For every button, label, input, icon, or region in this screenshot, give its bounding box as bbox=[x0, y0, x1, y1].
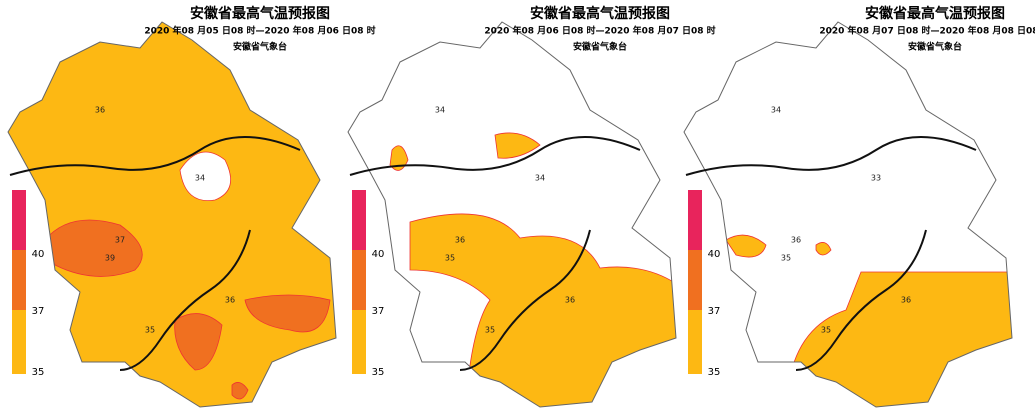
station-value: 35 bbox=[821, 326, 831, 335]
station-value: 37 bbox=[115, 236, 125, 245]
legend-yellow bbox=[688, 310, 702, 374]
station-value: 34 bbox=[535, 174, 545, 183]
station-value: 36 bbox=[901, 296, 911, 305]
temperature-zone bbox=[785, 271, 1012, 407]
river bbox=[685, 136, 977, 371]
map-panel: 安徽省最高气温预报图 2020 年08 月07 日08 时—2020 年08 月0… bbox=[683, 5, 1035, 408]
province-outline bbox=[683, 21, 1013, 408]
station-value: 33 bbox=[871, 174, 881, 183]
temperature-fill bbox=[725, 234, 1012, 407]
station-value: 34 bbox=[771, 106, 781, 115]
temperature-zone bbox=[8, 22, 336, 407]
temperature-fill bbox=[8, 22, 336, 407]
map-source: 安徽省气象台 bbox=[233, 41, 287, 53]
map-subtitle: 2020 年08 月05 日08 时—2020 年08 月06 日08 时 bbox=[144, 25, 375, 37]
map-panel: 安徽省最高气温预报图 2020 年08 月05 日08 时—2020 年08 月0… bbox=[7, 5, 376, 408]
legend-label: 37 bbox=[372, 306, 385, 317]
temperature-zone bbox=[179, 151, 232, 202]
legend-label: 35 bbox=[708, 367, 721, 378]
province-outline bbox=[7, 21, 337, 408]
map-subtitle: 2020 年08 月06 日08 时—2020 年08 月07 日08 时 bbox=[484, 25, 715, 37]
river bbox=[9, 136, 301, 371]
temperature-zone bbox=[244, 294, 331, 333]
map-source: 安徽省气象台 bbox=[908, 41, 962, 53]
temperature-zone bbox=[494, 132, 541, 159]
legend-red bbox=[688, 190, 702, 250]
legend-yellow bbox=[12, 310, 26, 374]
station-value: 36 bbox=[225, 296, 235, 305]
legend-label: 35 bbox=[32, 367, 45, 378]
station-value: 34 bbox=[435, 106, 445, 115]
legend-yellow bbox=[352, 310, 366, 374]
station-value: 35 bbox=[485, 326, 495, 335]
legend-orange bbox=[352, 250, 366, 310]
station-value: 35 bbox=[781, 254, 791, 263]
station-value: 35 bbox=[145, 326, 155, 335]
legend-label: 40 bbox=[708, 249, 721, 260]
map-title: 安徽省最高气温预报图 bbox=[190, 5, 330, 22]
map-title: 安徽省最高气温预报图 bbox=[865, 5, 1005, 22]
map-subtitle: 2020 年08 月07 日08 时—2020 年08 月08 日08 时 bbox=[819, 25, 1035, 37]
station-value: 36 bbox=[791, 236, 801, 245]
station-value: 35 bbox=[445, 254, 455, 263]
station-value: 36 bbox=[565, 296, 575, 305]
map-panel: 安徽省最高气温预报图 2020 年08 月06 日08 时—2020 年08 月0… bbox=[347, 5, 716, 408]
legend-red bbox=[352, 190, 366, 250]
temperature-zone bbox=[231, 382, 249, 400]
temperature-zone bbox=[44, 219, 143, 277]
temperature-zone bbox=[815, 242, 832, 256]
station-value: 39 bbox=[105, 254, 115, 263]
legend-orange bbox=[688, 250, 702, 310]
station-value: 34 bbox=[195, 174, 205, 183]
river bbox=[349, 136, 641, 371]
legend-label: 37 bbox=[708, 306, 721, 317]
legend-label: 40 bbox=[32, 249, 45, 260]
legend-label: 35 bbox=[372, 367, 385, 378]
legend-label: 37 bbox=[32, 306, 45, 317]
map-source: 安徽省气象台 bbox=[573, 41, 627, 53]
legend-orange bbox=[12, 250, 26, 310]
temperature-zone bbox=[174, 313, 223, 371]
station-value: 36 bbox=[95, 106, 105, 115]
temperature-zone bbox=[389, 145, 409, 171]
map-title: 安徽省最高气温预报图 bbox=[530, 5, 670, 22]
temperature-zone bbox=[409, 213, 676, 407]
temperature-zone bbox=[725, 234, 767, 258]
province-outline bbox=[347, 21, 677, 408]
legend-red bbox=[12, 190, 26, 250]
station-value: 36 bbox=[455, 236, 465, 245]
legend-label: 40 bbox=[372, 249, 385, 260]
